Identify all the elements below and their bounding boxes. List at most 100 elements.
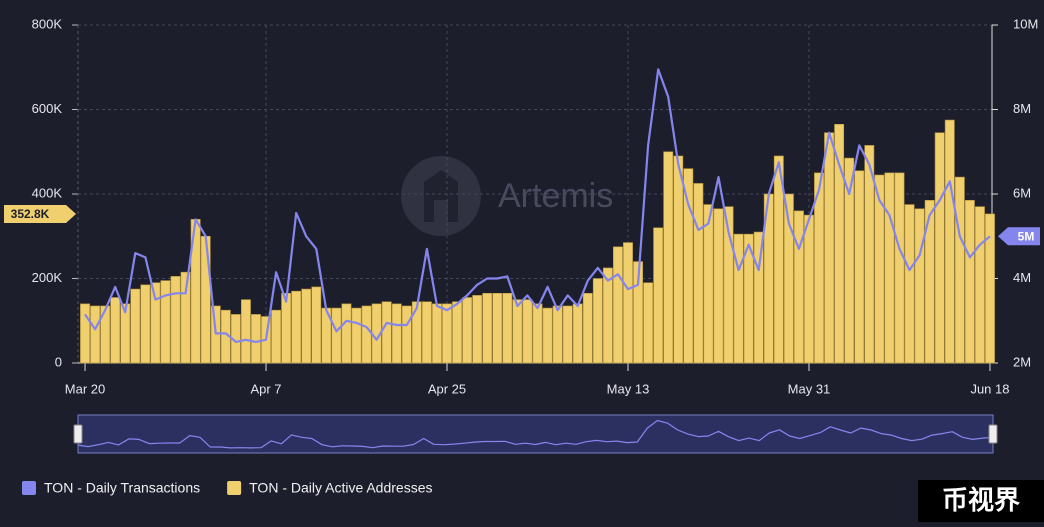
- corner-badge: [918, 480, 1044, 522]
- bar: [733, 233, 744, 364]
- y-tick-label: 0: [55, 354, 62, 369]
- bar: [623, 242, 633, 364]
- bar: [934, 132, 945, 364]
- bar: [532, 303, 543, 364]
- bar: [773, 155, 784, 364]
- bar: [452, 301, 462, 364]
- bar: [783, 193, 794, 364]
- bar: [542, 307, 553, 364]
- bar: [743, 233, 754, 364]
- bar: [924, 200, 935, 364]
- bar: [683, 168, 694, 364]
- bar: [572, 303, 583, 364]
- value-badge: [4, 204, 76, 223]
- bar: [713, 208, 724, 364]
- bar: [130, 288, 141, 364]
- bar: [411, 301, 422, 364]
- bar: [653, 227, 664, 364]
- bar: [582, 292, 593, 364]
- navigator-line: [77, 419, 994, 449]
- bar: [502, 292, 513, 364]
- y-tick-label: 800K: [32, 16, 63, 31]
- bar: [442, 303, 452, 364]
- bar: [854, 170, 865, 364]
- bar: [110, 297, 121, 364]
- bar: [160, 280, 171, 364]
- bar: [311, 286, 322, 364]
- y-tick-label: 600K: [32, 101, 63, 116]
- bar: [643, 282, 654, 364]
- bar: [391, 303, 402, 364]
- bar: [492, 292, 503, 364]
- bar: [914, 208, 925, 364]
- bar: [894, 172, 905, 364]
- bar: [522, 299, 533, 364]
- bar: [562, 305, 573, 364]
- navigator-handle[interactable]: [988, 424, 998, 444]
- bar: [974, 206, 985, 364]
- bar: [663, 151, 674, 364]
- bar: [120, 303, 131, 364]
- bar: [462, 297, 473, 364]
- bar: [834, 123, 845, 364]
- bar: [673, 155, 684, 364]
- bar: [964, 200, 975, 364]
- x-tick-label: May 31: [788, 381, 831, 396]
- bar: [884, 172, 895, 364]
- bar: [904, 204, 915, 364]
- bar: [90, 305, 101, 364]
- bar: [432, 303, 442, 364]
- bar: [301, 288, 312, 364]
- value-badge-label: 5M: [1018, 229, 1035, 243]
- y2-tick-label: 4M: [1013, 270, 1031, 285]
- bar: [794, 210, 804, 364]
- bar: [874, 174, 885, 364]
- x-tick-label: Apr 7: [250, 381, 281, 396]
- legend-swatch: [227, 481, 242, 495]
- bar: [180, 271, 191, 364]
- bar: [602, 267, 613, 364]
- y2-tick-label: 2M: [1013, 354, 1031, 369]
- bar: [240, 299, 251, 364]
- bar: [552, 305, 563, 364]
- bar: [512, 299, 523, 364]
- y2-tick-label: 6M: [1013, 185, 1031, 200]
- y-tick-label: 200K: [32, 270, 63, 285]
- bar: [824, 132, 835, 364]
- legend-label: TON - Daily Transactions: [44, 480, 200, 496]
- bar: [281, 292, 292, 364]
- y2-tick-label: 10M: [1013, 16, 1038, 31]
- bar: [251, 314, 261, 364]
- bar: [150, 282, 161, 364]
- x-tick-label: Mar 20: [65, 381, 105, 396]
- bar: [693, 183, 704, 364]
- bar: [401, 305, 412, 364]
- bar: [341, 303, 352, 364]
- line: [84, 68, 991, 343]
- bar: [271, 309, 281, 364]
- x-tick-label: Apr 25: [428, 381, 466, 396]
- bar: [100, 305, 111, 364]
- bar: [140, 284, 151, 364]
- bar: [985, 213, 995, 364]
- bar: [291, 290, 302, 364]
- bar: [703, 204, 714, 364]
- legend-swatch: [22, 481, 36, 495]
- bar: [954, 176, 965, 364]
- corner-text: 币视界: [942, 485, 1020, 515]
- bar: [482, 292, 493, 364]
- bar: [472, 295, 483, 364]
- y2-tick-label: 8M: [1013, 101, 1031, 116]
- bar: [200, 235, 211, 364]
- bar: [723, 206, 734, 364]
- navigator-handle[interactable]: [73, 424, 83, 444]
- bar: [381, 301, 392, 364]
- legend-label: TON - Daily Active Addresses: [249, 480, 432, 496]
- value-badge-label: 352.8K: [11, 207, 50, 221]
- bar: [944, 119, 955, 364]
- bar: [804, 214, 814, 364]
- bar: [421, 301, 432, 364]
- bar: [80, 303, 90, 364]
- watermark-logo: [401, 156, 481, 236]
